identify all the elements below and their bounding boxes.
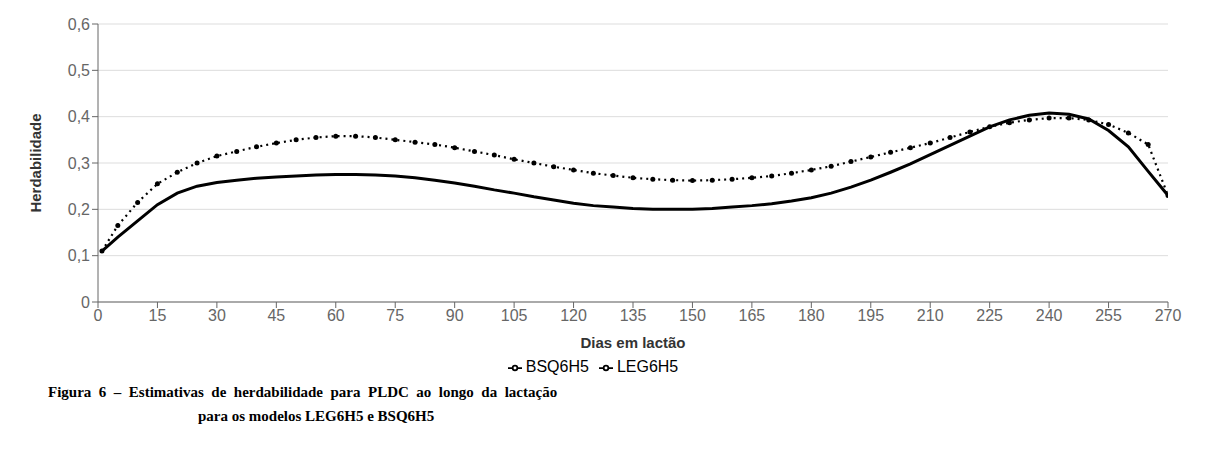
svg-text:0,3: 0,3 xyxy=(68,155,90,172)
svg-text:30: 30 xyxy=(208,307,226,324)
svg-text:270: 270 xyxy=(1155,307,1182,324)
svg-text:0,6: 0,6 xyxy=(68,16,90,33)
svg-text:Herdabilidade: Herdabilidade xyxy=(27,113,44,212)
svg-text:180: 180 xyxy=(798,307,825,324)
svg-text:90: 90 xyxy=(446,307,464,324)
svg-text:0: 0 xyxy=(94,307,103,324)
svg-text:195: 195 xyxy=(857,307,884,324)
svg-text:60: 60 xyxy=(327,307,345,324)
svg-text:0: 0 xyxy=(81,294,90,311)
svg-text:0,4: 0,4 xyxy=(68,108,90,125)
svg-text:135: 135 xyxy=(620,307,647,324)
svg-text:240: 240 xyxy=(1036,307,1063,324)
svg-text:165: 165 xyxy=(739,307,766,324)
svg-text:15: 15 xyxy=(149,307,167,324)
svg-text:150: 150 xyxy=(679,307,706,324)
html-text:para os modelos LEG6H5 e BSQ6H: para os modelos LEG6H5 e BSQ6H5 xyxy=(198,408,435,424)
svg-text:225: 225 xyxy=(976,307,1003,324)
html-text:Figura 6 – Estimativas de herd: Figura 6 – Estimativas de herdabilidade … xyxy=(48,384,558,400)
html-text:BSQ6H5: BSQ6H5 xyxy=(525,358,589,375)
svg-text:210: 210 xyxy=(917,307,944,324)
svg-text:0,2: 0,2 xyxy=(68,201,90,218)
svg-text:0,5: 0,5 xyxy=(68,62,90,79)
svg-text:Dias em lactão: Dias em lactão xyxy=(580,334,685,351)
svg-text:75: 75 xyxy=(386,307,404,324)
html-text:LEG6H5: LEG6H5 xyxy=(616,358,679,375)
svg-text:255: 255 xyxy=(1095,307,1122,324)
svg-text:45: 45 xyxy=(267,307,285,324)
svg-text:0,1: 0,1 xyxy=(68,247,90,264)
svg-text:105: 105 xyxy=(501,307,528,324)
svg-text:120: 120 xyxy=(560,307,587,324)
